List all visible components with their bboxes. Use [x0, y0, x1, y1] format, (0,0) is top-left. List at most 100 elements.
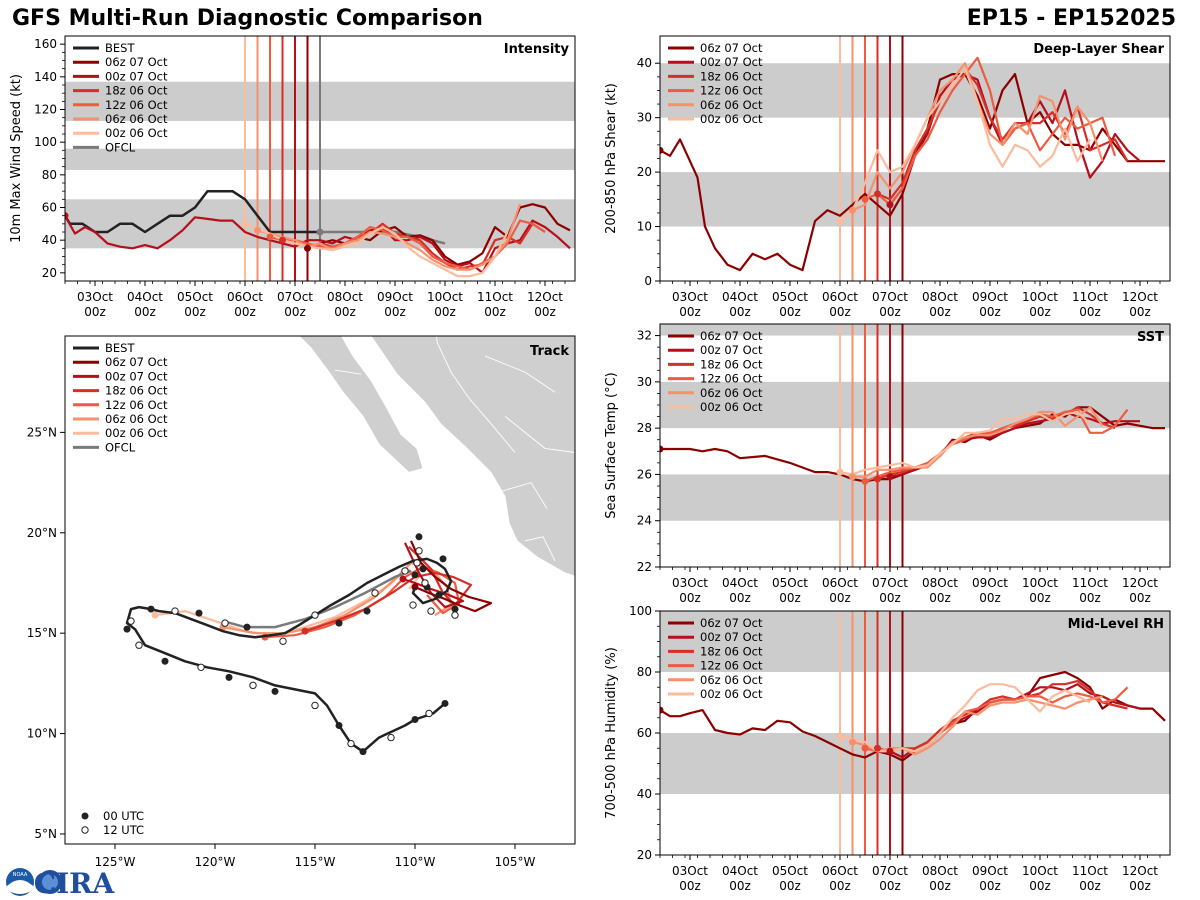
series-start-point: [874, 744, 881, 752]
y-tick-label: 28: [637, 421, 652, 435]
legend-label: 18z 06 Oct: [700, 357, 763, 371]
series-start-point: [886, 747, 894, 755]
x-tick-label: 07Oct: [872, 576, 908, 590]
x-tick-sublabel: 00z: [184, 305, 206, 319]
best-point-12utc: [427, 607, 435, 615]
series-start-point: [254, 226, 261, 234]
best-point-12utc: [249, 681, 257, 690]
panel-title: Intensity: [504, 42, 570, 57]
marker-legend-12: [81, 826, 89, 834]
x-tick-sublabel: 00z: [729, 879, 751, 893]
best-point-00utc: [271, 687, 279, 695]
x-tick-sublabel: 00z: [879, 305, 901, 319]
x-tick-label: 09Oct: [972, 864, 1008, 878]
y-tick-label: 5°N: [34, 827, 57, 841]
land-mainland: [370, 336, 575, 577]
cira-logo: CIRA: [34, 867, 116, 900]
land-baja: [298, 336, 424, 474]
x-tick-sublabel: 00z: [929, 305, 951, 319]
x-tick-label: 04Oct: [127, 290, 163, 304]
y-tick-label: 0: [644, 274, 652, 288]
legend-label: 00z 07 Oct: [700, 630, 763, 644]
model-track-start: [399, 575, 407, 583]
series-line: [852, 406, 1104, 478]
y-tick-label: 20: [42, 266, 57, 280]
x-tick-label: 06Oct: [822, 290, 858, 304]
series-start-point: [660, 706, 664, 714]
best-point-00utc: [335, 722, 343, 730]
series-start-point: [861, 195, 869, 203]
x-tick-label: 125°W: [95, 855, 136, 869]
x-tick-label: 09Oct: [377, 290, 413, 304]
y-tick-label: 40: [637, 787, 652, 801]
x-tick-sublabel: 00z: [929, 879, 951, 893]
x-tick-sublabel: 00z: [334, 305, 356, 319]
best-point-12utc: [347, 739, 355, 748]
series-line: [65, 189, 320, 234]
x-tick-sublabel: 00z: [679, 305, 701, 319]
x-tick-label: 10Oct: [427, 290, 463, 304]
shaded-band: [660, 63, 1170, 118]
series-line: [660, 670, 1166, 762]
panel-title: SST: [1137, 330, 1164, 345]
marker-legend-label: 00 UTC: [103, 809, 144, 823]
y-tick-label: 10: [637, 220, 652, 234]
x-tick-sublabel: 00z: [829, 591, 851, 605]
noaa-logo-text: NOAA: [13, 872, 28, 878]
series-line: [877, 67, 1129, 201]
series-line: [660, 72, 1165, 272]
x-tick-sublabel: 00z: [1079, 305, 1101, 319]
series-start-point: [241, 220, 249, 228]
best-point-12utc: [197, 663, 205, 672]
x-tick-label: 05Oct: [772, 576, 808, 590]
state-border: [496, 482, 548, 509]
x-tick-label: 08Oct: [922, 864, 958, 878]
legend-label: 00z 07 Oct: [700, 55, 763, 69]
y-tick-label: 20°N: [27, 526, 57, 540]
y-tick-label: 40: [42, 233, 57, 247]
x-tick-sublabel: 00z: [1079, 879, 1101, 893]
shaded-band: [660, 611, 1170, 672]
model-track-start: [151, 611, 159, 619]
best-point-00utc: [441, 699, 449, 707]
series-line: [839, 410, 1091, 476]
page-title: GFS Multi-Run Diagnostic Comparison: [12, 6, 483, 31]
noaa-logo: NOAA: [6, 868, 34, 896]
legend-label: 06z 07 Oct: [700, 41, 763, 55]
x-tick-sublabel: 00z: [829, 305, 851, 319]
x-tick-label: 07Oct: [872, 290, 908, 304]
series-start-point: [279, 236, 286, 244]
series-start-point: [660, 146, 664, 154]
legend-label: BEST: [105, 341, 135, 355]
y-tick-label: 100: [34, 135, 57, 149]
best-point-12utc: [415, 547, 423, 555]
best-point-12utc: [221, 619, 229, 627]
series-line: [244, 222, 509, 278]
series-start-point: [836, 217, 844, 225]
y-tick-label: 40: [637, 56, 652, 70]
y-tick-label: 26: [637, 467, 652, 481]
y-tick-label: 10°N: [27, 727, 57, 741]
y-tick-label: 80: [637, 665, 652, 679]
y-tick-label: 60: [42, 201, 57, 215]
marker-legend-label: 12 UTC: [103, 823, 144, 837]
model-track-line: [402, 542, 465, 609]
x-tick-label: 07Oct: [277, 290, 313, 304]
legend-label: 12z 06 Oct: [700, 372, 763, 386]
best-point-00utc: [411, 716, 419, 724]
best-point-00utc: [195, 609, 203, 617]
x-tick-sublabel: 00z: [779, 591, 801, 605]
legend-label: 06z 07 Oct: [105, 355, 168, 369]
best-point-12utc: [279, 637, 287, 645]
legend-label: 06z 07 Oct: [700, 616, 763, 630]
series-start-point: [849, 206, 856, 214]
series-start-point: [861, 477, 869, 485]
best-point-12utc: [425, 709, 433, 718]
series-start-point: [836, 732, 844, 740]
best-point-12utc: [413, 559, 421, 567]
series-start-point: [849, 473, 856, 481]
best-point-12utc: [127, 617, 135, 625]
x-tick-label: 08Oct: [327, 290, 363, 304]
